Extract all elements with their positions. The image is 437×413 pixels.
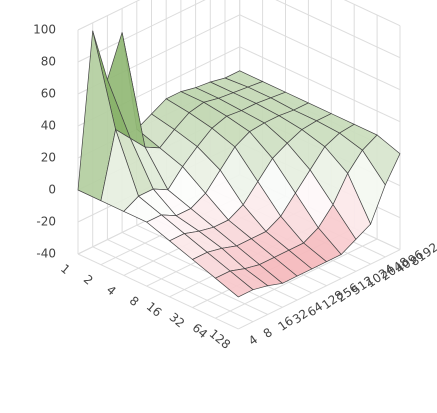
z-tick-label: 20 xyxy=(41,151,56,165)
grid-line xyxy=(77,0,401,31)
x-tick-label: 16 xyxy=(144,299,165,320)
x-tick-label: 1 xyxy=(58,261,73,277)
x-tick-label: 128 xyxy=(207,326,234,351)
z-tick-label: 0 xyxy=(48,183,56,197)
x-tick-label: 8 xyxy=(127,293,142,309)
z-tick-label: 60 xyxy=(41,87,56,101)
z-tick-label: 100 xyxy=(33,23,56,37)
floor-line xyxy=(92,246,254,323)
z-tick-label: -40 xyxy=(36,247,56,261)
floor-line xyxy=(77,253,239,330)
y-tick-label: 4 xyxy=(246,332,260,348)
z-tick-label: 40 xyxy=(41,119,56,133)
floor-line xyxy=(215,238,378,319)
x-tick-label: 2 xyxy=(81,272,96,288)
x-tick-label: 4 xyxy=(104,283,119,299)
floor-line xyxy=(238,249,401,330)
x-tick-label: 64 xyxy=(190,321,211,342)
z-tick-label: 80 xyxy=(41,55,56,69)
grid-line xyxy=(77,0,401,63)
x-tick-label: 32 xyxy=(167,310,188,331)
floor-line xyxy=(121,231,283,308)
y-tick-label: 8192 xyxy=(408,240,437,269)
y-tick-label: 8 xyxy=(261,325,275,341)
z-tick-label: -20 xyxy=(36,215,56,229)
surface-cell xyxy=(214,270,254,298)
floor-line xyxy=(107,239,268,315)
